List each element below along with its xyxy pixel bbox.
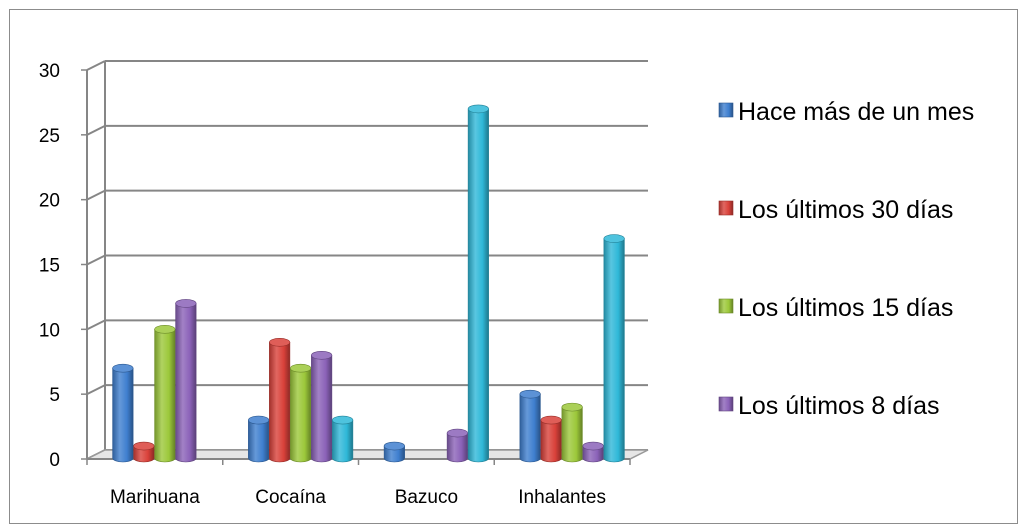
legend-label: Los últimos 15 días (738, 294, 953, 322)
bar (269, 337, 291, 463)
category-label: Cocaína (255, 487, 326, 508)
bar-body (540, 419, 562, 463)
bar (112, 363, 134, 463)
category-label: Bazuco (395, 487, 458, 508)
bar-top (446, 428, 468, 438)
bar (154, 325, 176, 463)
bar-top (290, 363, 312, 373)
bar-top (133, 441, 155, 451)
bar (561, 402, 583, 463)
gridline-wall (86, 60, 106, 71)
gridline-wall (86, 384, 106, 396)
gridline-wall (86, 319, 106, 331)
y-tick-label: 20 (39, 191, 60, 212)
bar (519, 389, 541, 463)
legend-swatch (718, 200, 734, 216)
bar-body (446, 432, 468, 463)
legend-swatch (718, 298, 734, 314)
legend-swatch (718, 396, 734, 412)
legend-label: Los últimos 8 días (738, 392, 940, 420)
bar-body (290, 367, 312, 463)
bar-body (112, 367, 134, 463)
bar-top (332, 415, 354, 425)
bar-body (603, 238, 625, 463)
bar-top (603, 234, 625, 243)
bar (133, 441, 155, 463)
bar-top (561, 402, 583, 412)
bar-top (311, 350, 333, 360)
bar-body (269, 342, 291, 463)
gridline-wall (86, 254, 106, 266)
bar (446, 428, 468, 463)
bar-top (175, 299, 197, 308)
y-tick-label: 25 (39, 126, 60, 147)
bar-body (133, 445, 155, 463)
category-label: Inhalantes (518, 487, 606, 508)
bar (467, 104, 489, 463)
bar-top (248, 415, 270, 425)
bar (175, 299, 197, 463)
bar-top (467, 104, 489, 114)
y-tick-label: 15 (39, 256, 60, 277)
gridline-wall (86, 124, 106, 136)
bar-body (175, 303, 197, 463)
bar (290, 363, 312, 463)
bar-top (154, 325, 176, 334)
bars (112, 104, 625, 463)
bar-top (540, 415, 562, 425)
legend: Hace más de un mes Los últimos 30 días Los… (718, 98, 974, 420)
bar-body (561, 406, 583, 463)
axis-labels: 0 5 10 15 20 25 30 Marihuana Cocaína Bazuco Inhala… (39, 61, 606, 508)
category-label: Marihuana (110, 487, 200, 508)
bar (248, 415, 270, 463)
y-tick-label: 5 (49, 385, 60, 406)
bar (540, 415, 562, 463)
bar-top (519, 389, 541, 399)
legend-label: Los últimos 30 días (738, 196, 953, 224)
bar-top (383, 441, 405, 451)
bar-body (383, 445, 405, 463)
bar-top (582, 441, 604, 451)
bar-top (112, 363, 134, 373)
y-tick-label: 10 (39, 320, 60, 341)
legend-label: Hace más de un mes (738, 98, 974, 126)
y-tick-label: 0 (49, 450, 60, 471)
bar-body (154, 329, 176, 463)
bar (383, 441, 405, 463)
bar-body (248, 419, 270, 463)
bar (332, 415, 354, 463)
gridline-wall (86, 189, 106, 201)
legend-swatch (718, 102, 734, 118)
bar (603, 234, 625, 463)
bar (582, 441, 604, 463)
bar-body (582, 445, 604, 463)
bar-body (311, 354, 333, 463)
bar-body (332, 419, 354, 463)
bar-body (519, 393, 541, 463)
bar (311, 350, 333, 463)
y-tick-label: 30 (39, 61, 60, 82)
bar-top (269, 337, 291, 347)
bar-body (467, 108, 489, 463)
